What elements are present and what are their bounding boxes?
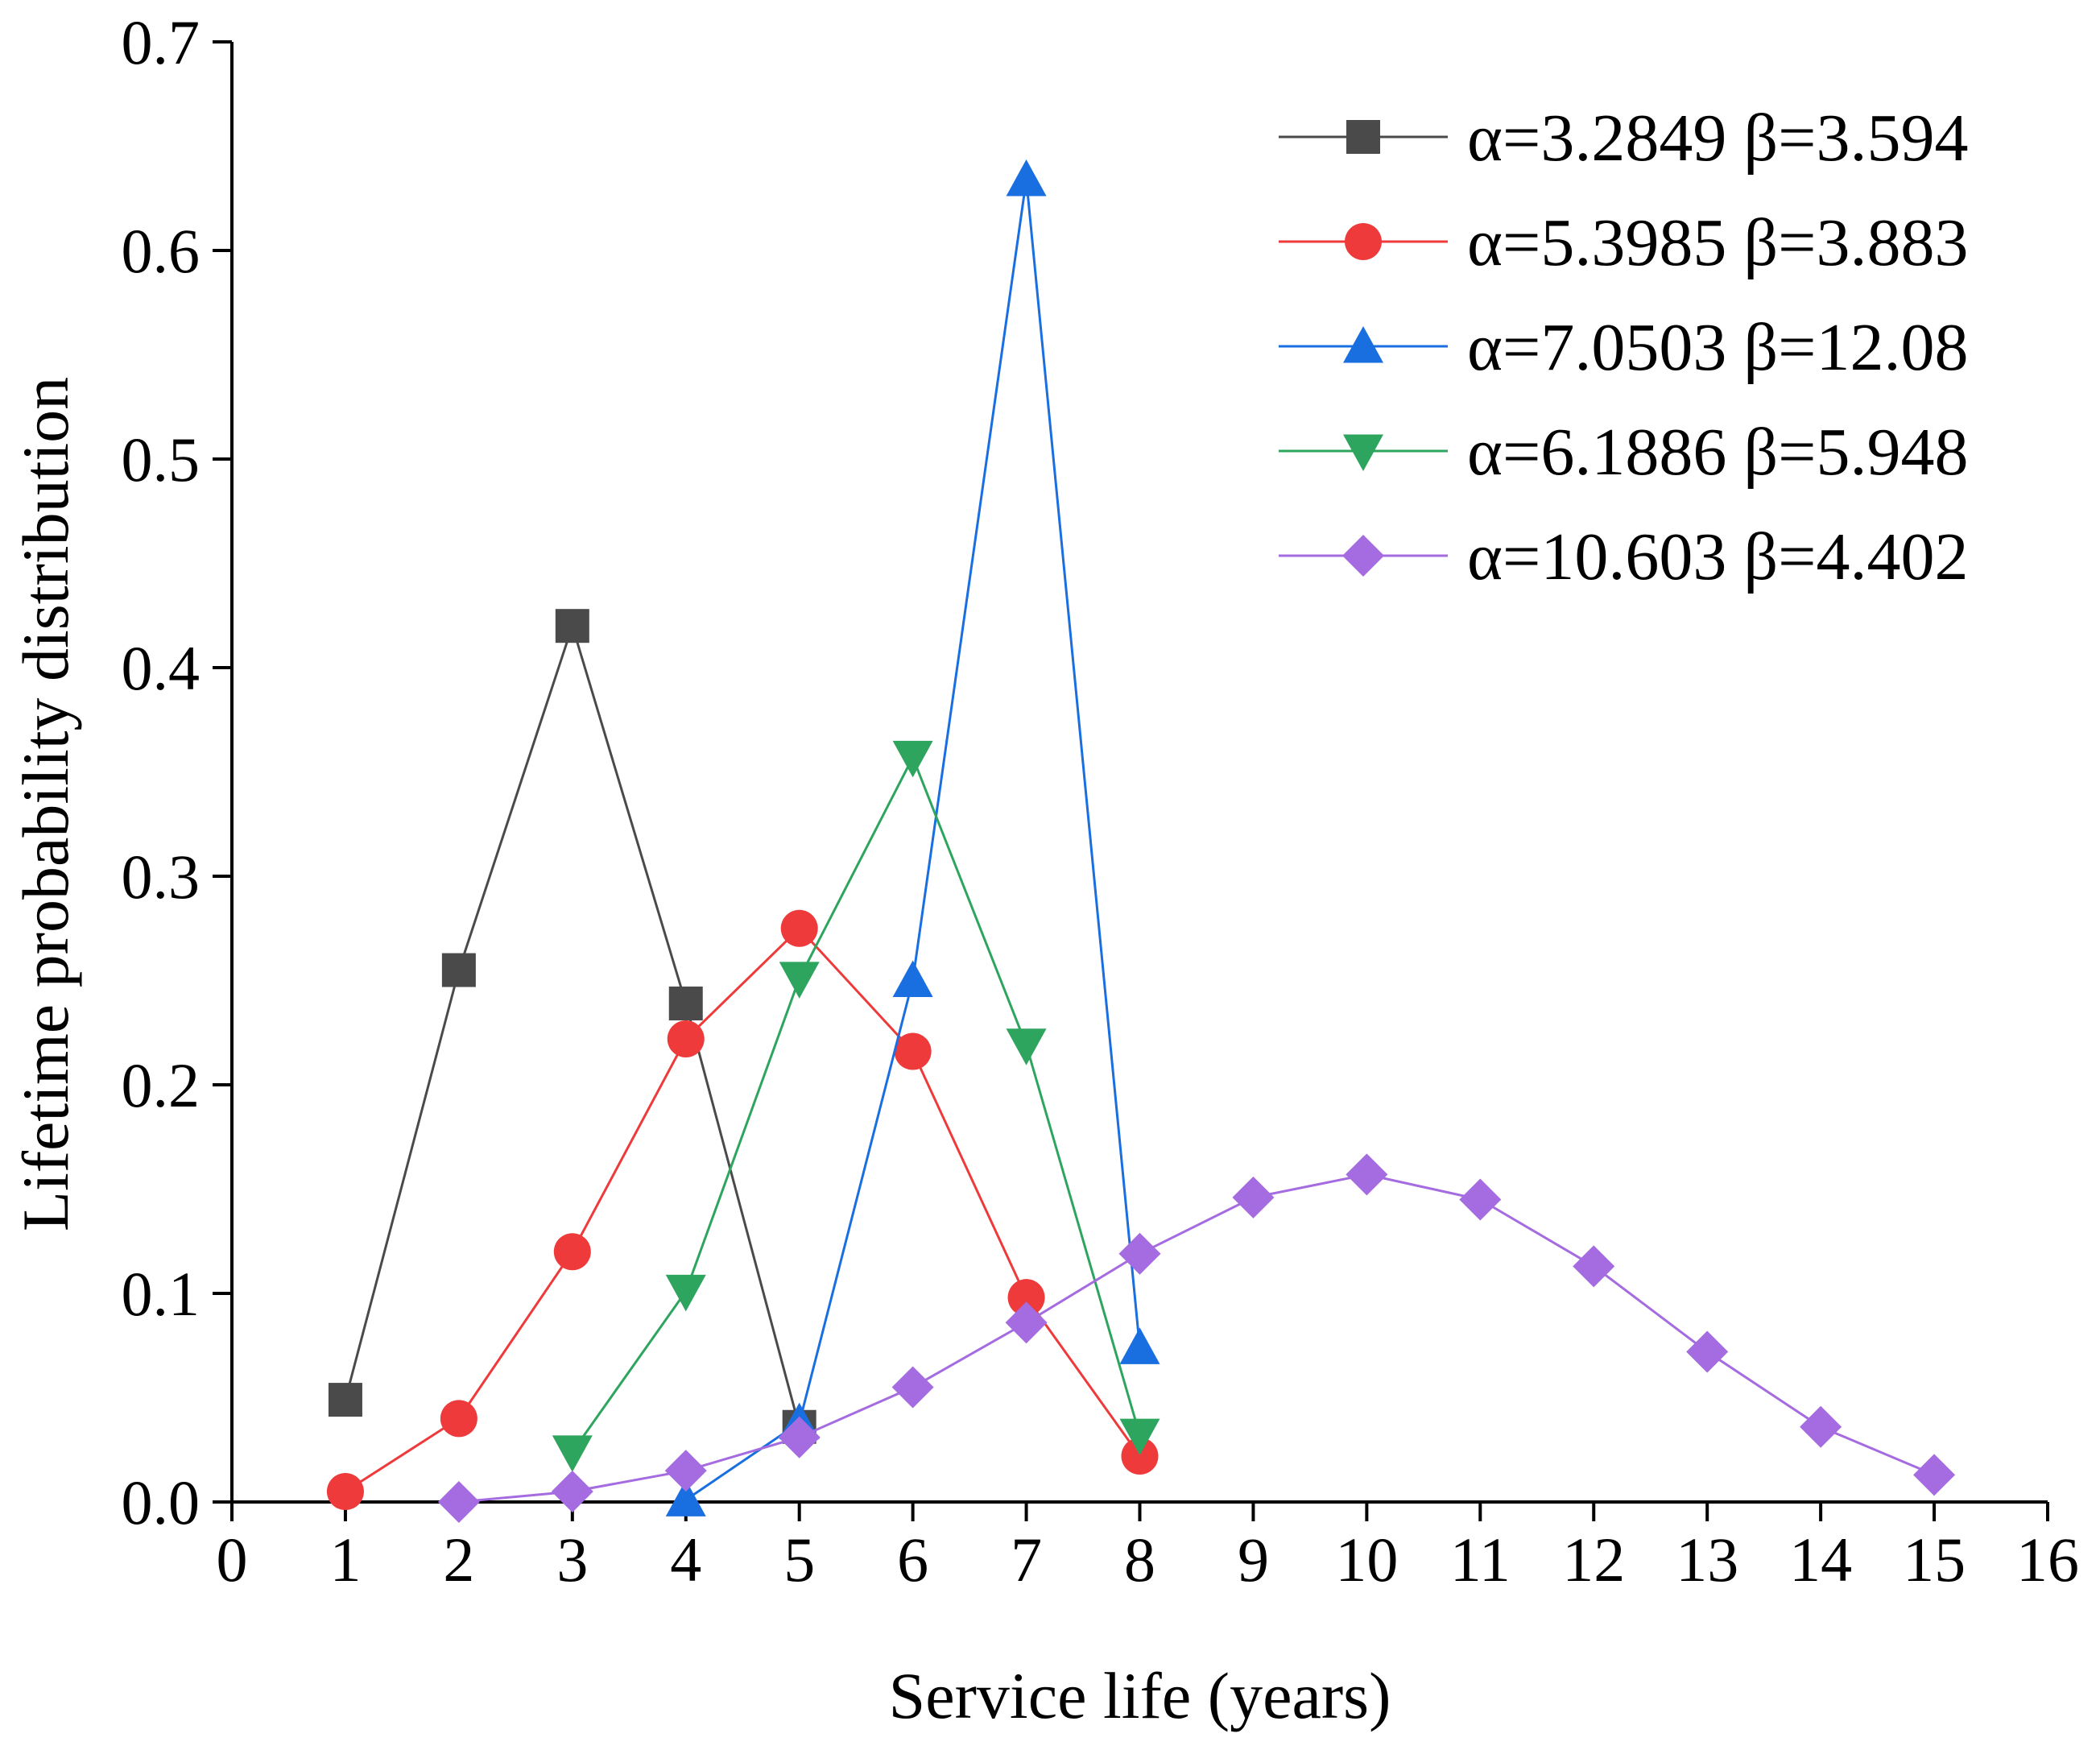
data-point: [894, 1032, 932, 1070]
data-point: [665, 1479, 706, 1516]
legend-label: α=3.2849 β=3.594: [1467, 101, 1969, 176]
x-tick-label: 1: [329, 1525, 361, 1595]
data-point: [664, 1450, 707, 1492]
data-point: [1459, 1178, 1502, 1221]
series-1: [328, 609, 816, 1444]
data-point: [892, 740, 933, 778]
data-point: [441, 953, 476, 987]
y-tick-label: 0.0: [122, 1467, 200, 1537]
legend-entry-3: α=7.0503 β=12.08: [1279, 310, 1969, 385]
x-tick-label: 12: [1562, 1525, 1625, 1595]
legend-marker: [1343, 326, 1383, 363]
data-point: [1232, 1176, 1275, 1218]
series-line: [684, 179, 1141, 1501]
data-point: [1007, 1279, 1045, 1317]
y-tick-label: 0.3: [122, 842, 200, 912]
data-point: [552, 1435, 593, 1472]
legend-entry-1: α=3.2849 β=3.594: [1279, 101, 1969, 176]
data-point: [1006, 159, 1047, 197]
data-point: [1005, 1301, 1048, 1344]
series-2: [326, 909, 1159, 1511]
data-point: [779, 962, 820, 999]
data-point: [665, 1274, 706, 1312]
data-point: [1800, 1405, 1842, 1448]
legend-entry-4: α=6.1886 β=5.948: [1279, 415, 1969, 490]
series-line: [571, 754, 1141, 1453]
y-tick-label: 0.6: [122, 216, 200, 286]
data-point: [1119, 1327, 1160, 1364]
data-point: [1118, 1232, 1161, 1275]
x-tick-label: 15: [1903, 1525, 1966, 1595]
y-tick-label: 0.5: [122, 424, 200, 494]
legend-label: α=6.1886 β=5.948: [1467, 415, 1969, 490]
x-tick-label: 2: [443, 1525, 474, 1595]
series-line: [458, 1173, 1935, 1504]
legend-marker: [1346, 120, 1380, 154]
data-point: [326, 1473, 364, 1511]
legend-marker: [1345, 223, 1382, 260]
x-tick-label: 8: [1124, 1525, 1155, 1595]
data-point: [668, 986, 703, 1020]
y-tick-label: 0.2: [122, 1050, 200, 1120]
series-4: [552, 740, 1160, 1472]
data-point: [1573, 1245, 1615, 1288]
x-tick-label: 5: [783, 1525, 815, 1595]
series-3: [665, 159, 1160, 1516]
legend-entry-2: α=5.3985 β=3.883: [1279, 205, 1969, 280]
series-5: [437, 1153, 1956, 1523]
data-point: [1121, 1438, 1159, 1475]
data-point: [437, 1481, 480, 1523]
data-point: [1346, 1153, 1388, 1196]
x-tick-label: 13: [1676, 1525, 1738, 1595]
data-point: [551, 1471, 593, 1513]
data-point: [778, 1416, 821, 1458]
x-tick-label: 16: [2016, 1525, 2079, 1595]
data-point: [780, 909, 818, 947]
y-axis-title: Lifetime probability distribution: [9, 377, 82, 1231]
x-tick-label: 4: [670, 1525, 701, 1595]
data-point: [1119, 1418, 1160, 1456]
axes: 0 1 2 3 4 5 6 7 8 9 10 11 12 13 14 15 160.00.10.20.30.40…: [122, 7, 2080, 1595]
x-tick-label: 10: [1335, 1525, 1398, 1595]
x-tick-label: 9: [1238, 1525, 1269, 1595]
data-point: [1913, 1454, 1956, 1496]
data-point: [892, 960, 933, 997]
legend-entry-5: α=10.603 β=4.402: [1279, 519, 1969, 594]
x-tick-label: 7: [1011, 1525, 1042, 1595]
data-point: [1686, 1330, 1729, 1373]
legend-marker: [1342, 535, 1384, 577]
data-point: [440, 1400, 477, 1438]
legend-label: α=7.0503 β=12.08: [1467, 310, 1969, 385]
x-tick-label: 14: [1789, 1525, 1852, 1595]
legend: α=3.2849 β=3.594 α=5.3985 β=3.883 α=7.0503…: [1279, 101, 1969, 594]
data-point: [1006, 1028, 1047, 1065]
x-axis-title: Service life (years): [889, 1659, 1391, 1732]
data-point: [328, 1383, 362, 1417]
data-point: [553, 1233, 591, 1271]
x-tick-label: 11: [1450, 1525, 1511, 1595]
legend-marker: [1343, 434, 1383, 471]
y-tick-label: 0.7: [122, 7, 200, 77]
data-point: [891, 1366, 934, 1409]
series-line: [344, 622, 801, 1428]
series-layer: [326, 159, 1956, 1523]
y-tick-label: 0.4: [122, 633, 200, 703]
legend-label: α=10.603 β=4.402: [1467, 519, 1969, 594]
data-point: [667, 1020, 705, 1058]
data-point: [555, 609, 589, 643]
series-line: [345, 926, 1141, 1493]
x-tick-label: 0: [217, 1525, 248, 1595]
y-tick-label: 0.1: [122, 1259, 200, 1329]
legend-label: α=5.3985 β=3.883: [1467, 205, 1969, 280]
x-tick-label: 3: [556, 1525, 588, 1595]
x-tick-label: 6: [897, 1525, 928, 1595]
